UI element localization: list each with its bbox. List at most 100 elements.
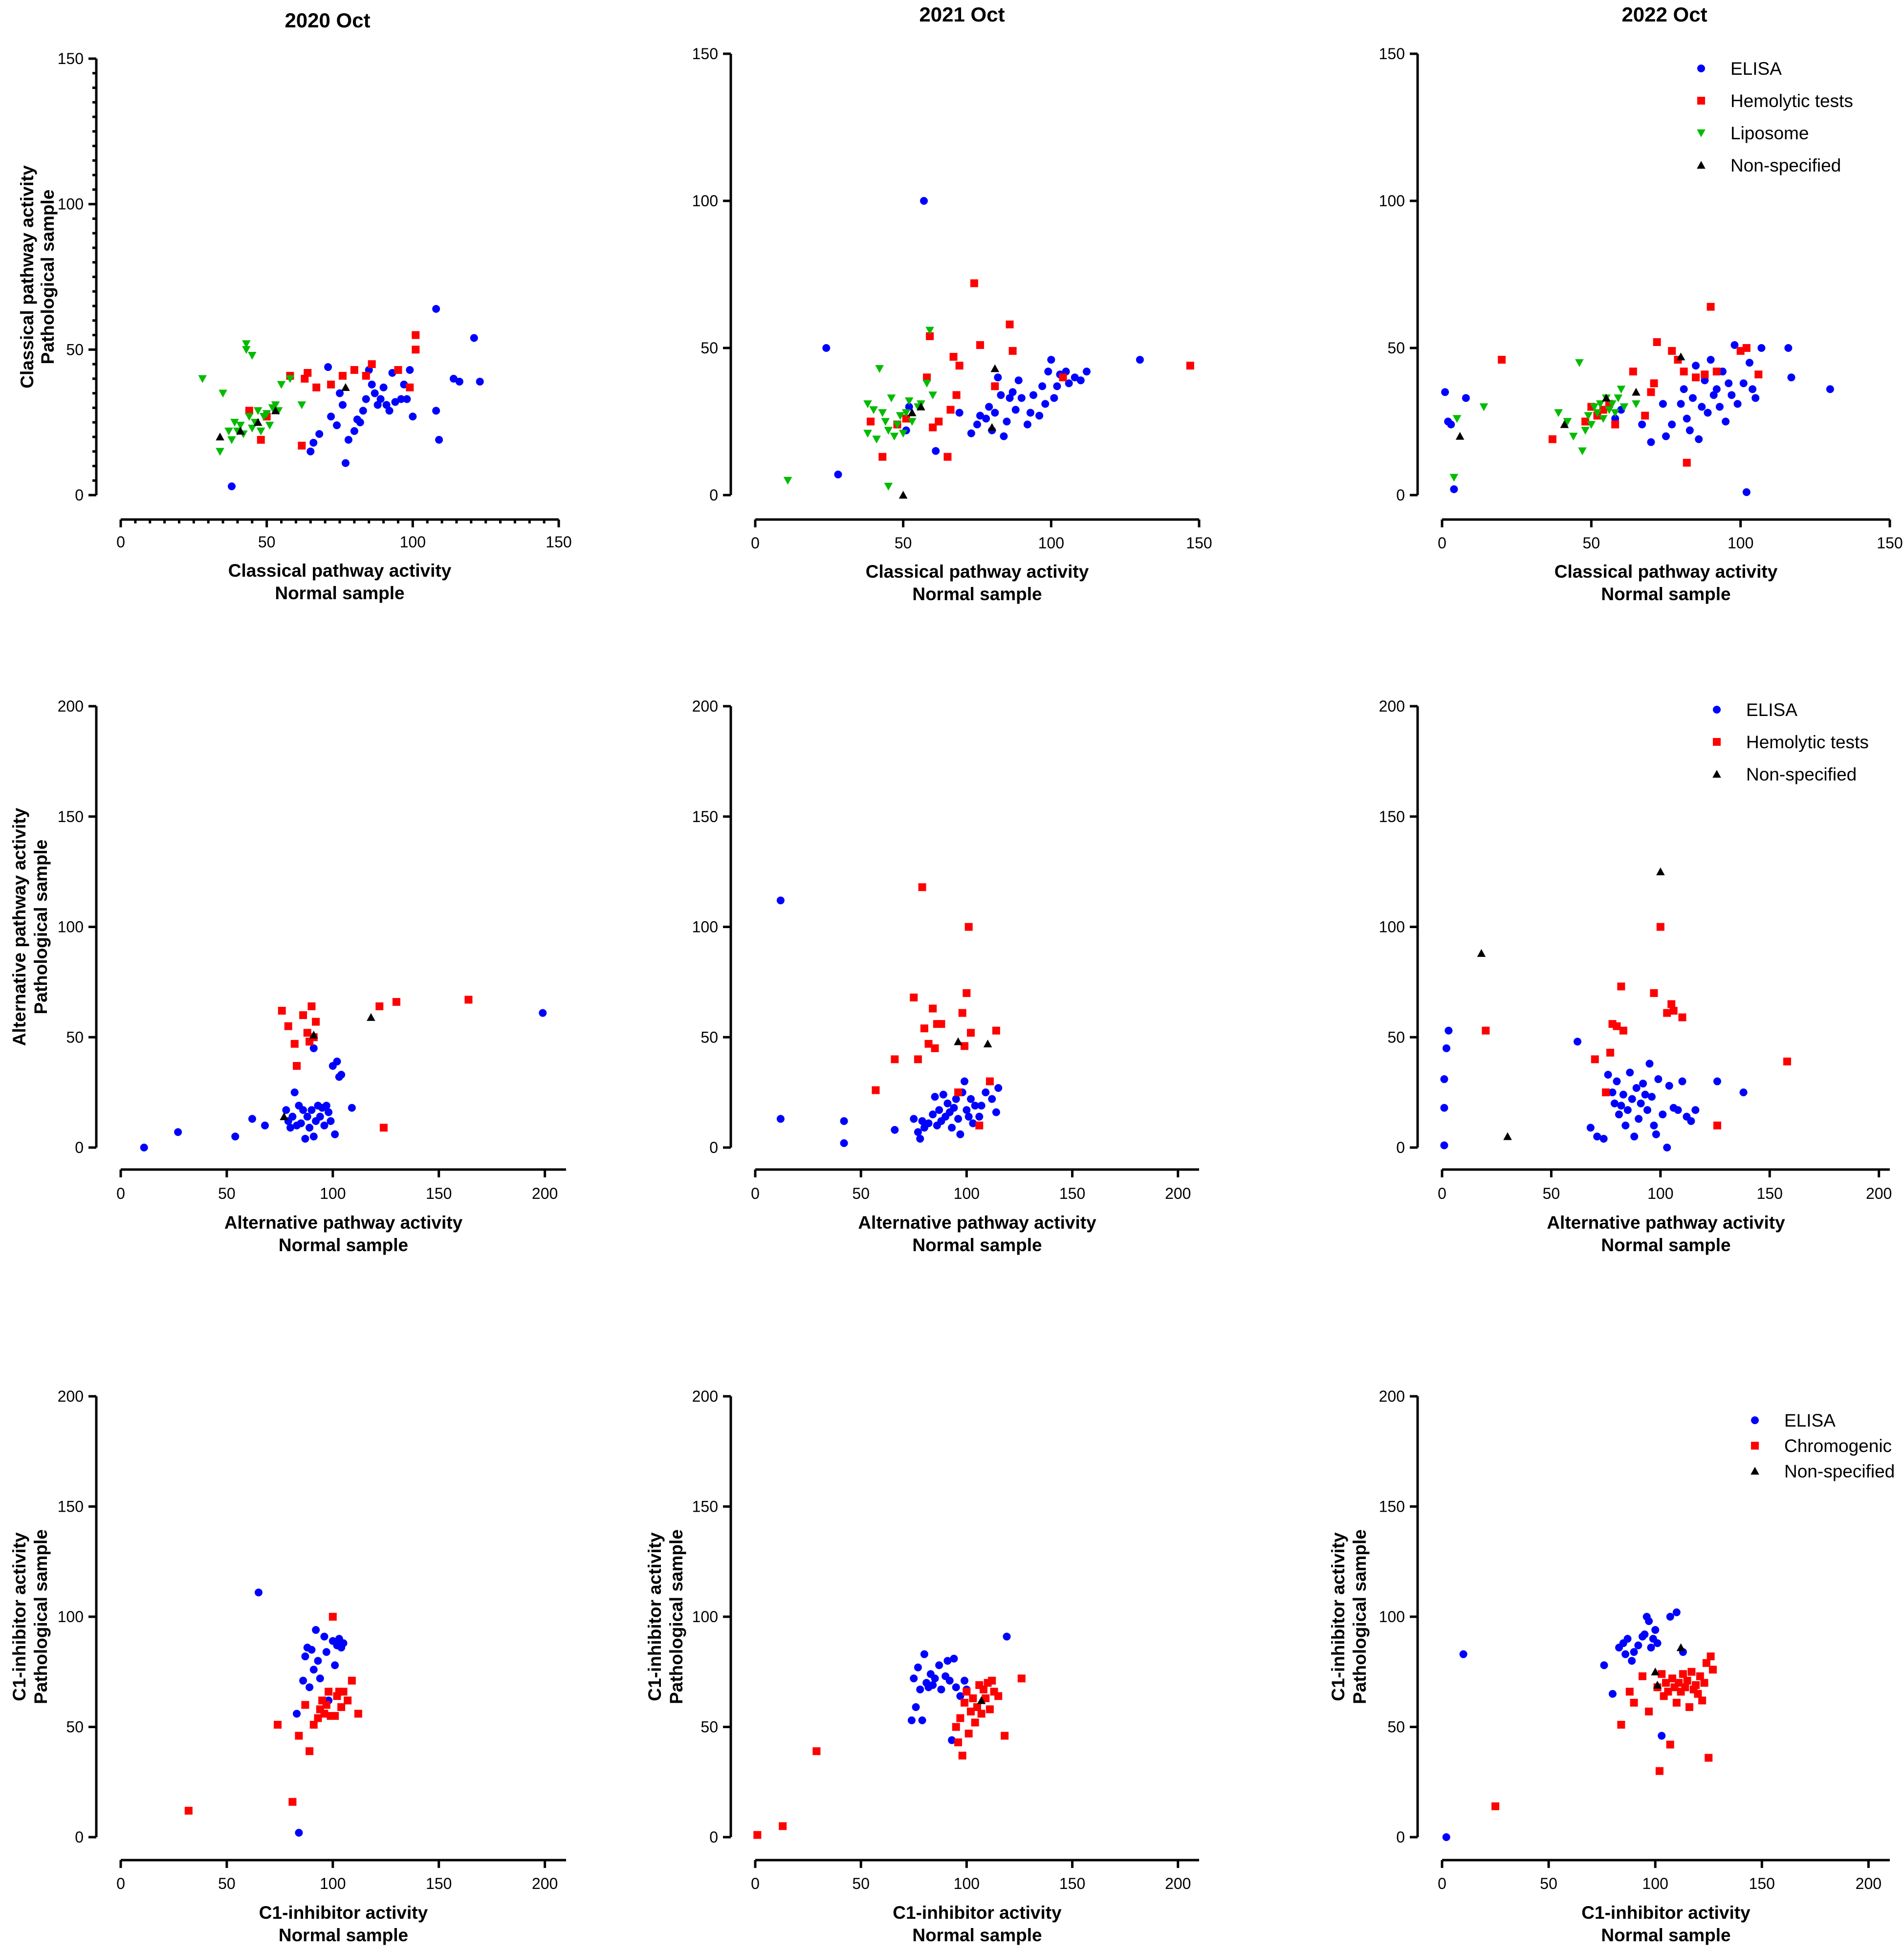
point-hemolytic-tests <box>1683 458 1691 467</box>
point-elisa <box>920 1650 928 1658</box>
point-hemolytic-tests <box>963 989 971 997</box>
point-liposome <box>869 406 878 414</box>
series-elisa <box>1442 1608 1687 1841</box>
point-elisa <box>397 395 405 403</box>
panel-classical-2020: 0 50 100 150 0 50 100 150 Classical pathway acti… <box>17 50 572 603</box>
point-elisa <box>1626 1068 1634 1077</box>
point-elisa <box>905 403 913 411</box>
point-elisa <box>976 412 985 420</box>
point-elisa <box>1739 1088 1748 1097</box>
point-liposome <box>297 401 306 410</box>
point-hemolytic-tests <box>307 1002 316 1011</box>
point-non-specified <box>1653 1681 1662 1689</box>
point-elisa <box>948 1736 956 1744</box>
point-elisa <box>455 377 463 386</box>
point-elisa <box>952 1683 960 1692</box>
series-elisa <box>1440 1026 1748 1151</box>
point-elisa <box>1599 1134 1608 1143</box>
point-elisa <box>336 389 344 397</box>
point-elisa <box>1440 1104 1448 1112</box>
point-liposome <box>1596 400 1605 409</box>
point-elisa <box>1035 412 1044 420</box>
y-tick-label: 0 <box>75 1139 84 1156</box>
point-elisa <box>952 1095 960 1103</box>
y-tick-label: 200 <box>692 697 718 715</box>
point-elisa <box>907 1716 916 1724</box>
point-liposome <box>928 391 937 400</box>
point-hemolytic-tests <box>299 1011 307 1019</box>
point-liposome <box>242 340 251 348</box>
point-elisa <box>348 1104 356 1112</box>
point-elisa <box>1713 1077 1722 1085</box>
x-axis-subtitle: Normal sample <box>1601 1235 1730 1255</box>
x-tick-label: 150 <box>1877 534 1903 552</box>
x-tick-label: 200 <box>532 1875 558 1892</box>
point-elisa <box>937 1685 945 1693</box>
point-hemolytic-tests <box>1668 347 1676 355</box>
point-elisa <box>1003 1632 1011 1641</box>
x-tick-label: 100 <box>400 533 426 551</box>
x-tick-label: 50 <box>852 1875 870 1892</box>
point-hemolytic-tests <box>1602 1088 1610 1097</box>
point-liposome <box>1449 474 1459 482</box>
point-elisa <box>1638 420 1646 429</box>
series-liposome <box>1449 359 1641 482</box>
point-elisa <box>1447 420 1455 429</box>
point-elisa <box>314 1657 322 1665</box>
x-tick-label: 150 <box>426 1185 452 1202</box>
point-hemolytic-tests <box>312 1018 320 1026</box>
y-tick-label: 150 <box>692 45 718 63</box>
point-elisa <box>470 334 478 342</box>
point-hemolytic-tests <box>982 1694 990 1702</box>
point-elisa <box>977 1102 985 1110</box>
series-non-specified <box>898 364 1000 499</box>
point-elisa <box>306 1124 314 1132</box>
point-elisa <box>1038 382 1047 390</box>
point-elisa <box>1608 1088 1617 1097</box>
point-liposome <box>1608 400 1617 409</box>
point-elisa <box>943 1099 952 1107</box>
point-hemolytic-tests <box>949 353 958 361</box>
point-chromogenic <box>1630 1698 1638 1707</box>
legend: ELISA Chromogenic Non-specified <box>1751 1410 1895 1481</box>
series-non-specified <box>1651 1643 1685 1689</box>
point-hemolytic-tests <box>1650 379 1658 388</box>
point-hemolytic-tests <box>914 1055 922 1063</box>
point-liposome <box>1590 403 1599 412</box>
point-chromogenic <box>1664 1688 1672 1696</box>
point-elisa <box>1053 382 1061 390</box>
point-elisa <box>1704 409 1712 417</box>
point-elisa <box>1663 1144 1671 1151</box>
point-elisa <box>327 1117 335 1125</box>
y-axis-subtitle: Pathological sample <box>1350 1529 1370 1704</box>
point-elisa <box>1623 1106 1632 1114</box>
point-hemolytic-tests <box>979 1685 987 1693</box>
point-hemolytic-tests <box>298 441 306 450</box>
point-hemolytic-tests <box>1548 435 1556 443</box>
legend-marker-elisa <box>1751 1416 1759 1424</box>
y-axis-title: C1-inhibitor activity <box>645 1532 665 1701</box>
point-liposome <box>1605 406 1614 414</box>
point-hemolytic-tests <box>362 371 370 380</box>
point-elisa <box>1050 394 1058 402</box>
point-liposome <box>242 346 251 354</box>
panel-c1-inhibitor-2020: 0 50 100 150 200 0 50 100 150 200 C1-inhibitor act… <box>9 1388 566 1945</box>
x-tick-label: 200 <box>1165 1185 1191 1202</box>
x-tick-label: 0 <box>1438 534 1446 552</box>
point-elisa <box>840 1139 848 1147</box>
point-liposome <box>922 380 931 388</box>
series-non-specified <box>977 1696 986 1704</box>
point-elisa <box>1604 1071 1612 1079</box>
point-hemolytic-tests <box>1647 388 1655 396</box>
point-elisa <box>307 1646 316 1654</box>
panel-classical-2022: 0 50 100 150 0 50 100 150 Classical pathway acti… <box>1379 45 1903 604</box>
point-elisa <box>776 896 785 905</box>
point-elisa <box>1641 1090 1649 1099</box>
point-hemolytic-tests <box>331 1712 339 1720</box>
point-hemolytic-tests <box>956 1714 964 1722</box>
x-axis-title: Classical pathway activity <box>866 562 1089 582</box>
y-tick-label: 0 <box>1396 1828 1405 1846</box>
y-tick-label: 0 <box>1396 1139 1405 1156</box>
legend: ELISA Hemolytic tests Non-specified <box>1712 700 1869 784</box>
point-non-specified <box>977 1696 986 1704</box>
